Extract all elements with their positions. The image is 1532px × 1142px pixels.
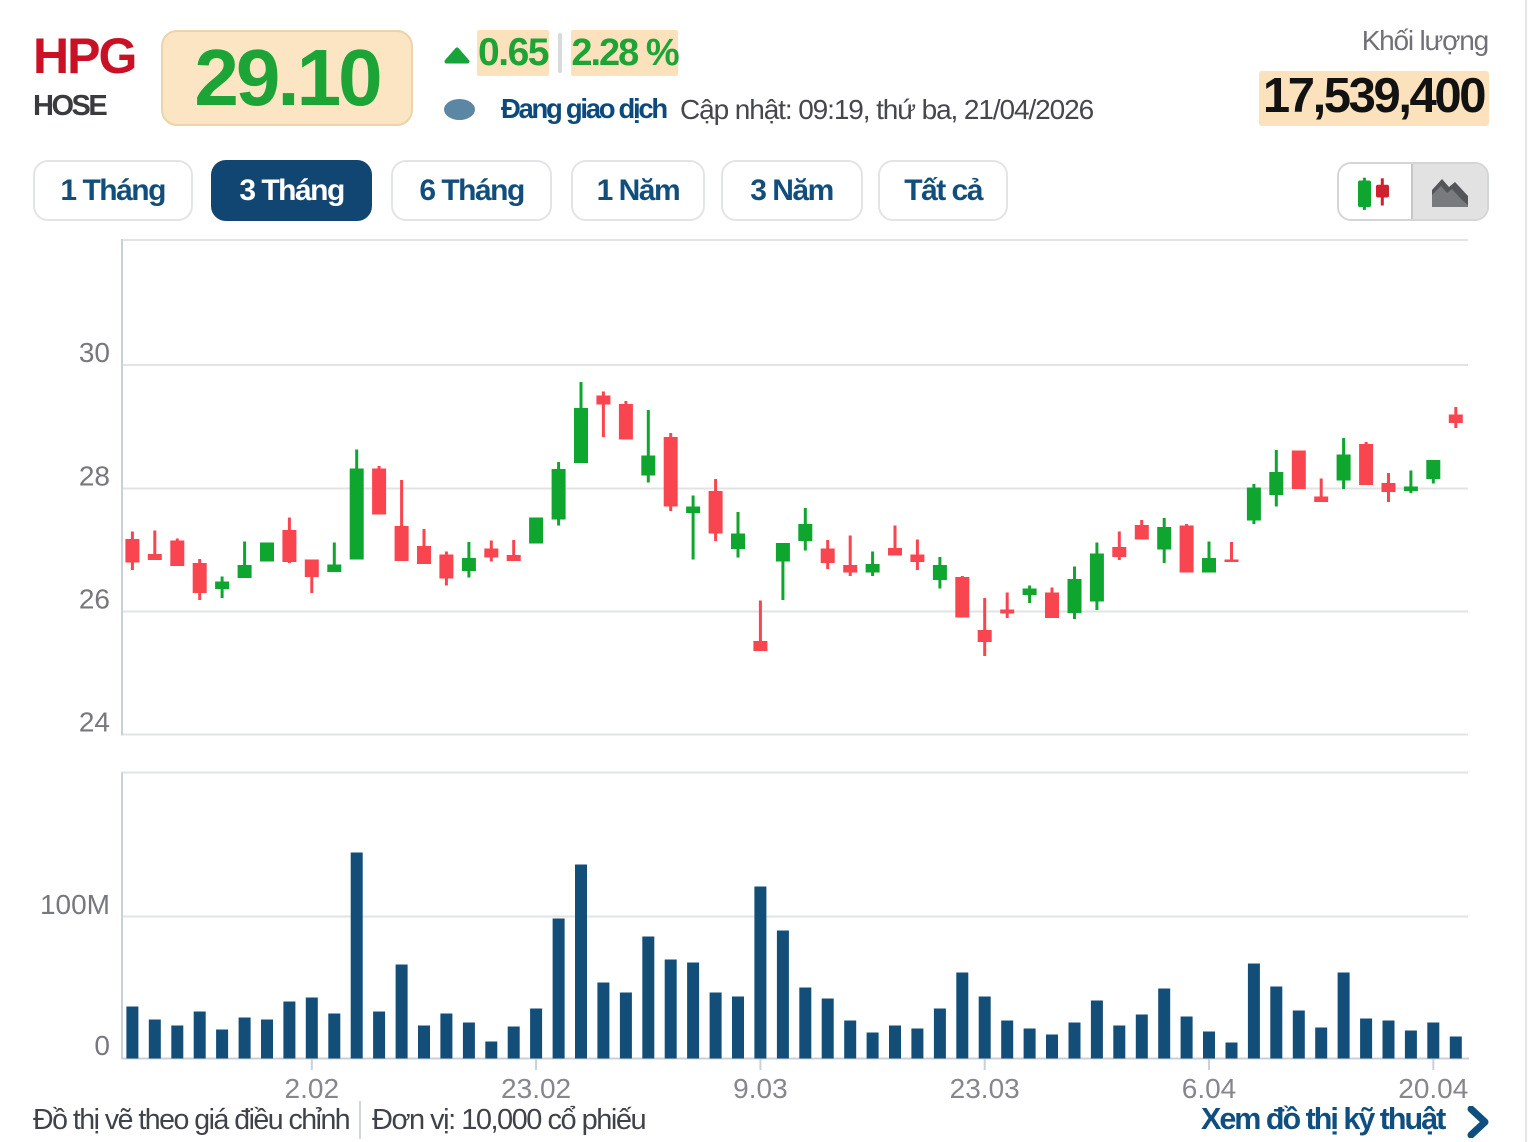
svg-text:23.03: 23.03 xyxy=(950,1073,1020,1104)
svg-text:100M: 100M xyxy=(40,889,110,920)
svg-text:23.02: 23.02 xyxy=(501,1073,571,1104)
svg-text:30: 30 xyxy=(79,337,110,368)
svg-text:24: 24 xyxy=(79,707,110,738)
svg-text:26: 26 xyxy=(79,584,110,615)
svg-text:9.03: 9.03 xyxy=(733,1073,788,1104)
svg-text:0: 0 xyxy=(94,1030,110,1061)
svg-text:28: 28 xyxy=(79,461,110,492)
svg-text:2.02: 2.02 xyxy=(285,1073,340,1104)
svg-text:6.04: 6.04 xyxy=(1182,1073,1237,1104)
svg-text:20.04: 20.04 xyxy=(1398,1073,1468,1104)
